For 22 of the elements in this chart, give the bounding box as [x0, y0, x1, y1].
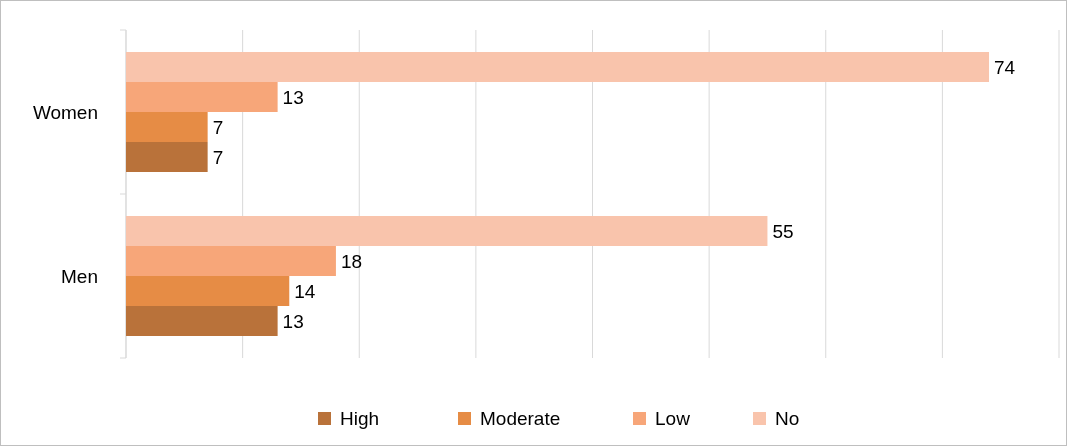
bar	[126, 276, 290, 306]
data-label: 7	[212, 146, 224, 168]
bar	[126, 246, 336, 276]
data-label: 14	[294, 280, 316, 302]
bar	[126, 82, 278, 112]
bar	[126, 306, 278, 336]
data-label: 7	[212, 116, 224, 138]
y-tick-label: Men	[61, 265, 98, 287]
data-label: 13	[282, 86, 304, 108]
legend-label: Low	[655, 408, 691, 430]
legend-label: High	[340, 408, 380, 430]
data-label: 13	[282, 310, 304, 332]
data-label: 74	[994, 56, 1016, 78]
bar	[126, 112, 208, 142]
bar	[126, 216, 768, 246]
data-label: 18	[340, 250, 363, 272]
bar	[126, 142, 208, 172]
legend-label: Moderate	[480, 408, 561, 430]
y-tick-label: Women	[32, 101, 98, 123]
data-label: 55	[772, 220, 794, 242]
bar	[126, 52, 990, 82]
legend-label: No	[775, 408, 800, 430]
